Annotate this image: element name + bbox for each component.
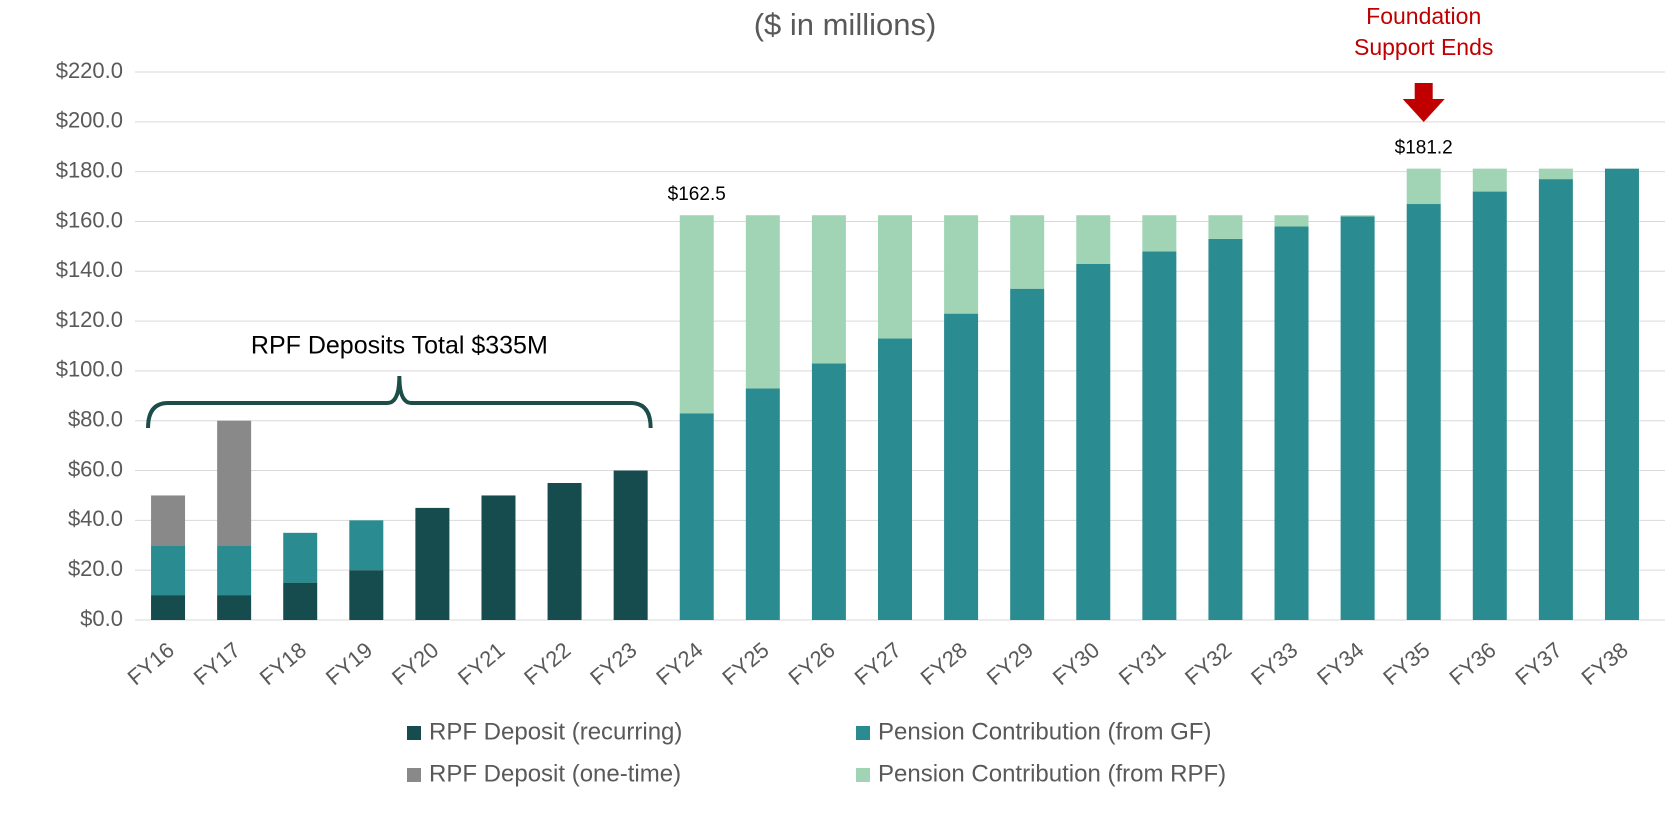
bar-segment (1010, 215, 1045, 289)
x-tick-label: FY30 (1048, 637, 1104, 690)
bar-segment (811, 363, 846, 620)
bar-segment (679, 215, 714, 414)
brace (146, 375, 653, 429)
bar-segment (1076, 215, 1111, 264)
legend-swatch (856, 726, 870, 740)
bar-segment (944, 215, 979, 314)
y-tick-label: $180.0 (56, 157, 123, 182)
bar-segment (944, 313, 979, 620)
x-tick-label: FY21 (453, 637, 509, 690)
bar-segment (1142, 251, 1177, 620)
bar-segment (1274, 226, 1309, 620)
x-tick-label: FY26 (784, 637, 840, 690)
bar-segment (349, 570, 384, 620)
y-tick-label: $120.0 (56, 307, 123, 332)
y-tick-label: $220.0 (56, 58, 123, 83)
bar-segment (1208, 215, 1243, 239)
bar-segment (1010, 288, 1045, 620)
y-tick-label: $0.0 (80, 606, 123, 631)
x-tick-label: FY38 (1577, 637, 1633, 690)
x-tick-label: FY37 (1510, 637, 1566, 690)
bar-segment (481, 495, 516, 620)
bar-segment (745, 215, 780, 389)
bar-segment (1340, 216, 1375, 621)
x-tick-label: FY36 (1444, 637, 1500, 690)
x-tick-label: FY29 (982, 637, 1038, 690)
x-tick-label: FY25 (717, 637, 773, 690)
bar-segment (547, 483, 582, 620)
legend-label: RPF Deposit (one-time) (429, 760, 681, 787)
bar-segment (217, 420, 252, 546)
brace-label: RPF Deposits Total $335M (251, 332, 548, 360)
x-tick-label: FY22 (519, 637, 575, 690)
y-tick-label: $80.0 (68, 407, 123, 432)
y-tick-label: $20.0 (68, 556, 123, 581)
legend-swatch (856, 768, 870, 782)
bar-segment (151, 545, 186, 596)
bar-segment (1538, 168, 1573, 180)
y-tick-label: $140.0 (56, 257, 123, 282)
legend-label: RPF Deposit (recurring) (429, 718, 682, 745)
bar-segment (151, 495, 186, 546)
x-tick-label: FY31 (1114, 637, 1170, 690)
x-tick-label: FY19 (321, 637, 377, 690)
x-tick-label: FY34 (1312, 637, 1368, 690)
bar-segment (1076, 263, 1111, 620)
bar-segment (1208, 238, 1243, 620)
bar-segment (811, 215, 846, 364)
x-tick-label: FY24 (651, 637, 707, 690)
x-tick-label: FY23 (585, 637, 641, 690)
bar-segment (1340, 215, 1375, 217)
y-tick-label: $100.0 (56, 357, 123, 382)
bar-segment (878, 215, 912, 339)
bar-segment (349, 520, 384, 571)
x-tick-label: FY18 (255, 637, 311, 690)
x-tick-label: FY35 (1378, 637, 1434, 690)
bar-segment (1604, 168, 1639, 620)
bar-segment (283, 532, 318, 583)
x-tick-label: FY32 (1180, 637, 1236, 690)
bar-segment (1142, 215, 1177, 252)
x-tick-label: FY17 (189, 637, 245, 690)
bar-segment (1472, 191, 1507, 620)
bar-segment (415, 507, 450, 620)
bar-segment (745, 388, 780, 620)
bar-segment (1538, 179, 1573, 621)
bar-segment (283, 582, 318, 620)
arrow (1402, 83, 1445, 122)
bar-segment (1406, 204, 1441, 620)
legend-swatch (407, 726, 421, 740)
y-tick-label: $160.0 (56, 207, 123, 232)
legend-label: Pension Contribution (from RPF) (878, 760, 1226, 787)
y-tick-label: $60.0 (68, 456, 123, 481)
legend-label: Pension Contribution (from GF) (878, 718, 1211, 745)
total-label: $181.2 (1395, 138, 1453, 159)
bar-segment (217, 595, 252, 620)
callout-label: Foundation Support Ends (1354, 3, 1493, 60)
bar-segment (679, 413, 714, 620)
y-tick-label: $200.0 (56, 108, 123, 133)
bar-segment (1406, 168, 1441, 205)
legend-swatch (407, 768, 421, 782)
y-tick-label: $40.0 (68, 506, 123, 531)
x-tick-label: FY27 (850, 637, 906, 690)
x-tick-label: FY20 (387, 637, 443, 690)
bar-segment (151, 595, 186, 620)
bar-segment (1274, 215, 1309, 227)
total-label: $162.5 (668, 184, 726, 205)
bar-segment (1472, 168, 1507, 192)
bar-segment (878, 338, 912, 620)
bar-segment (613, 470, 648, 620)
x-tick-label: FY28 (916, 637, 972, 690)
bar-segment (217, 545, 252, 596)
x-tick-label: FY33 (1246, 637, 1302, 690)
x-tick-label: FY16 (123, 637, 179, 690)
chart-subtitle: ($ in millions) (754, 7, 937, 42)
